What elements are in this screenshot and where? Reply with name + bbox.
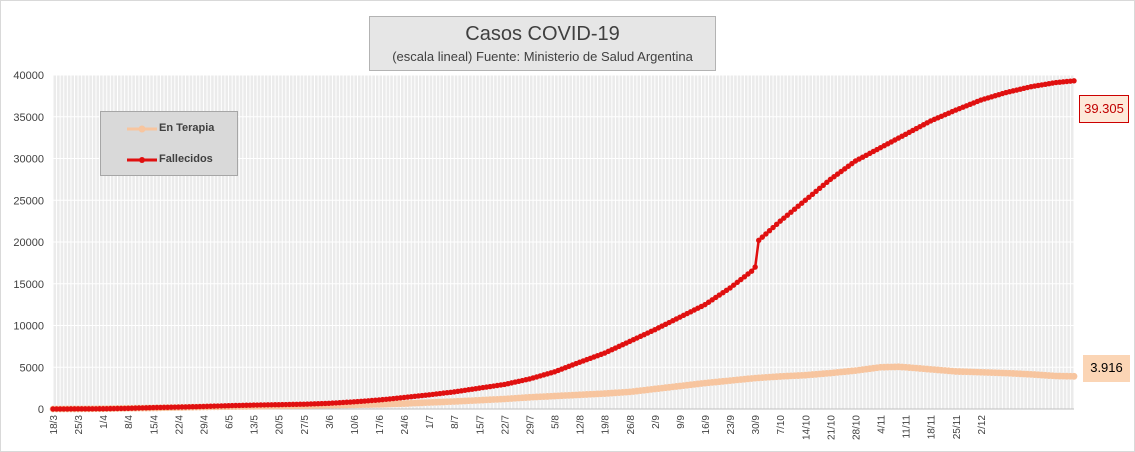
data-point-fallecidos (781, 215, 787, 221)
chart-title-box: Casos COVID-19 (escala lineal) Fuente: M… (369, 16, 716, 71)
legend-item-en-terapia: En Terapia (101, 119, 237, 139)
fallecidos-final-value: 39.305 (1079, 95, 1129, 123)
x-tick-label: 26/8 (626, 415, 637, 435)
x-tick-label: 8/4 (124, 415, 135, 429)
x-tick-label: 25/3 (74, 415, 85, 435)
x-tick-label: 4/11 (877, 415, 888, 434)
data-point-fallecidos (784, 212, 791, 218)
data-point-fallecidos (799, 200, 805, 206)
x-tick-label: 30/9 (751, 415, 762, 435)
data-point-fallecidos (1071, 78, 1077, 84)
x-tick-label: 3/6 (325, 415, 336, 429)
y-tick-label: 10000 (13, 321, 44, 333)
x-tick-label: 27/5 (300, 415, 311, 435)
x-tick-label: 18/3 (49, 415, 60, 435)
data-point-fallecidos (777, 218, 783, 224)
x-tick-label: 25/11 (952, 415, 963, 440)
data-point-fallecidos (795, 203, 801, 209)
legend-swatch-fallecidos (127, 157, 157, 163)
data-point-en-terapia (1070, 372, 1078, 380)
data-point-fallecidos (813, 188, 819, 195)
x-tick-label: 29/4 (199, 415, 210, 435)
x-tick-label: 11/11 (902, 415, 913, 439)
legend: En Terapia Fallecidos (100, 111, 238, 176)
data-point-fallecidos (809, 191, 816, 197)
x-tick-label: 28/10 (851, 415, 862, 440)
x-tick-label: 20/5 (275, 415, 286, 435)
x-tick-label: 9/9 (676, 415, 687, 429)
chart-title: Casos COVID-19 (465, 23, 620, 45)
legend-label-fallecidos: Fallecidos (159, 153, 213, 165)
x-tick-label: 7/10 (776, 415, 787, 435)
legend-label-en-terapia: En Terapia (159, 122, 215, 134)
data-point-fallecidos (820, 182, 826, 189)
x-tick-label: 2/9 (651, 415, 662, 429)
en-terapia-final-value: 3.916 (1083, 355, 1130, 382)
x-tick-label: 29/7 (525, 415, 536, 435)
data-point-fallecidos (752, 264, 758, 270)
legend-swatch-en-terapia (127, 125, 157, 133)
y-tick-label: 25000 (13, 195, 44, 207)
data-point-fallecidos (791, 206, 798, 212)
x-tick-label: 8/7 (450, 415, 461, 429)
x-tick-label: 5/8 (551, 415, 562, 429)
chart-subtitle: (escala lineal) Fuente: Ministerio de Sa… (392, 49, 693, 64)
x-tick-label: 23/9 (726, 415, 737, 435)
x-tick-label: 10/6 (350, 415, 361, 435)
x-tick-label: 22/7 (500, 415, 511, 435)
x-tick-label: 15/7 (475, 415, 486, 435)
data-point-fallecidos (763, 231, 769, 237)
x-tick-label: 15/4 (149, 415, 160, 435)
data-point-fallecidos (766, 228, 773, 234)
data-point-fallecidos (806, 194, 812, 200)
data-point-fallecidos (824, 179, 830, 186)
data-point-fallecidos (748, 268, 755, 274)
data-point-fallecidos (802, 197, 809, 203)
data-point-fallecidos (816, 185, 823, 192)
y-tick-label: 35000 (13, 112, 44, 124)
y-tick-label: 30000 (13, 154, 44, 166)
x-tick-label: 21/10 (826, 415, 837, 440)
x-tick-label: 1/7 (425, 415, 436, 429)
x-tick-label: 14/10 (801, 415, 812, 440)
legend-item-fallecidos: Fallecidos (101, 150, 237, 170)
x-tick-label: 16/9 (701, 415, 712, 435)
x-tick-label: 22/4 (174, 415, 185, 435)
x-tick-label: 2/12 (977, 415, 988, 435)
y-tick-label: 20000 (13, 237, 44, 249)
data-point-fallecidos (788, 209, 794, 215)
data-point-fallecidos (773, 221, 780, 228)
x-tick-label: 19/8 (601, 415, 612, 435)
y-tick-label: 5000 (20, 362, 44, 374)
data-point-fallecidos (756, 237, 762, 244)
x-tick-label: 24/6 (400, 415, 411, 435)
x-tick-label: 13/5 (250, 415, 261, 435)
x-tick-label: 6/5 (225, 415, 236, 429)
x-tick-label: 18/11 (927, 415, 938, 440)
y-tick-label: 0 (38, 404, 44, 416)
y-tick-label: 15000 (13, 279, 44, 291)
x-tick-label: 12/8 (576, 415, 587, 435)
data-point-fallecidos (759, 234, 766, 240)
data-point-fallecidos (770, 224, 776, 231)
x-tick-label: 17/6 (375, 415, 386, 435)
x-tick-label: 1/4 (99, 415, 110, 429)
y-tick-label: 40000 (13, 70, 44, 82)
